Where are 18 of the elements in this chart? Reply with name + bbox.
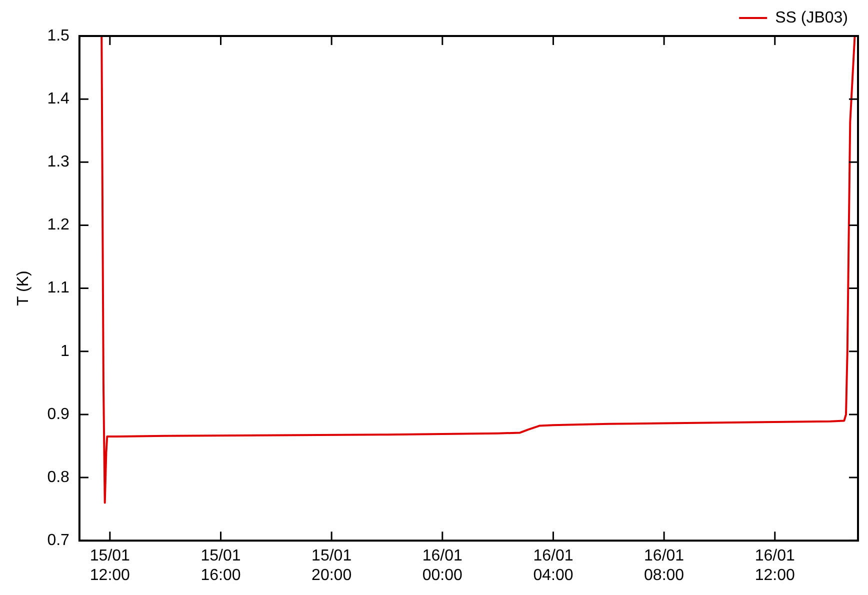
y-tick-label: 1.1 bbox=[47, 280, 70, 297]
y-tick-label: 1.5 bbox=[47, 27, 70, 44]
x-tick-label: 16/01 04:00 bbox=[533, 548, 574, 584]
x-tick-label: 16/01 00:00 bbox=[422, 548, 463, 584]
x-tick-label: 15/01 20:00 bbox=[312, 548, 352, 584]
y-tick-label: 0.9 bbox=[47, 406, 70, 423]
y-tick-label: 1.2 bbox=[47, 216, 70, 234]
y-tick-label: 1 bbox=[60, 342, 70, 360]
y-tick-label: 0.8 bbox=[47, 468, 70, 486]
y-tick-label: 0.7 bbox=[47, 532, 70, 550]
y-tick-label: 1.4 bbox=[47, 90, 70, 108]
y-axis-title: T (K) bbox=[15, 270, 32, 306]
x-tick-label: 15/01 12:00 bbox=[90, 548, 130, 584]
legend-label: SS (JB03) bbox=[775, 9, 848, 26]
y-tick-label: 1.3 bbox=[47, 154, 70, 171]
x-tick-label: 15/01 16:00 bbox=[200, 548, 241, 584]
x-tick-label: 16/01 08:00 bbox=[644, 548, 684, 584]
x-tick-label: 16/01 12:00 bbox=[754, 548, 795, 584]
